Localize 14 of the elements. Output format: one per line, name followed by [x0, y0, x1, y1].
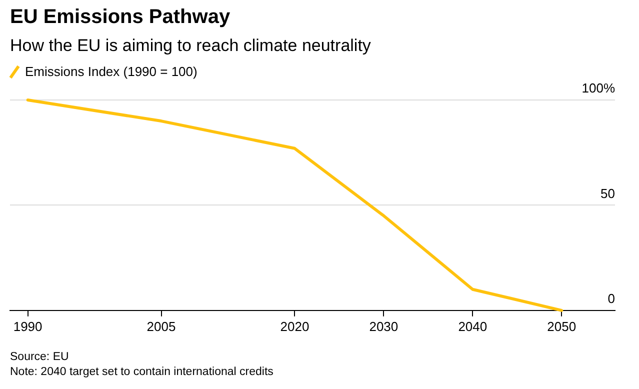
chart-subtitle: How the EU is aiming to reach climate neutrality [10, 36, 371, 56]
x-tick-label: 2030 [369, 318, 398, 334]
y-tick-label: 50 [600, 186, 615, 201]
source-note: Source: EU [10, 350, 70, 365]
y-tick-label: 100% [582, 80, 616, 96]
chart-title: EU Emissions Pathway [10, 6, 230, 29]
x-tick-label: 1990 [13, 318, 42, 334]
text: Note: 2040 target set to contain international credits [10, 365, 274, 380]
x-tick-label: 2040 [458, 318, 488, 334]
legend-label: Emissions Index (1990 = 100) [25, 64, 198, 79]
x-tick-label: 2005 [146, 318, 176, 334]
y-tick-label: 0 [608, 290, 615, 306]
x-tick-label: 2050 [547, 318, 576, 334]
x-tick-label: 2020 [280, 318, 310, 334]
